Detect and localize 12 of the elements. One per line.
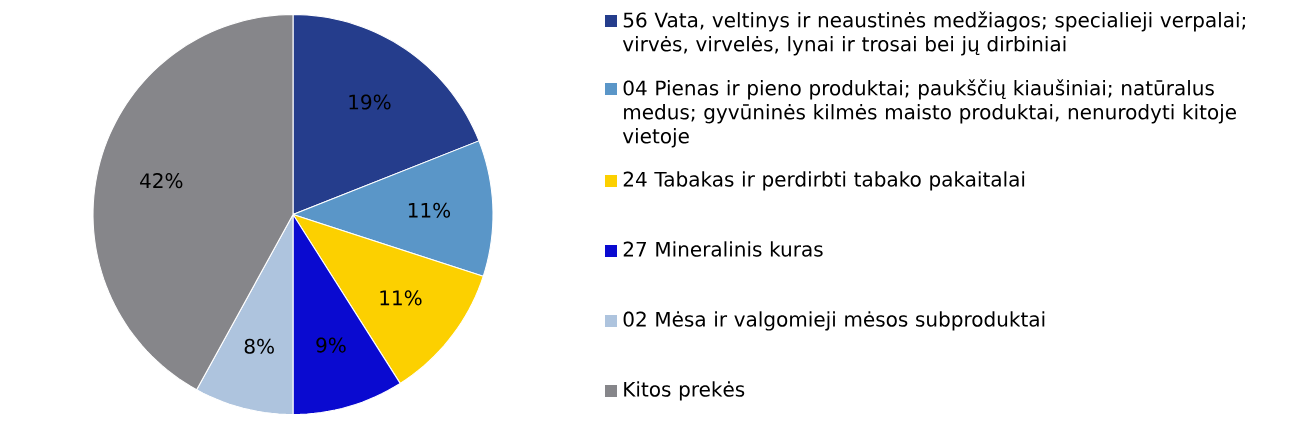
legend-label: 56 Vata, veltinys ir neaustinės medžiagos; specialieji verpalai; virvės, virvelės, lynai ir trosai bei jų dirbiniai [622,11,1245,56]
data-label: 11% [380,290,422,306]
legend-label: 04 Pienas ir pieno produktai; paukščių kiaušiniai; natūralus medus; gyvūninės kilmės maisto produktai, nenurodyti kitoje vietoje [622,79,1236,148]
data-label: 19% [349,94,391,110]
legend-label: 24 Tabakas ir perdirbti tabako pakaitalai [623,171,1025,191]
legend-label: 27 Mineralinis kuras [623,241,823,257]
data-label: 9% [316,337,346,353]
data-label: 11% [408,202,451,218]
data-label: 8% [244,338,274,354]
legend-label: 02 Mėsa ir valgomieji mėsos subproduktai [623,311,1045,331]
legend-label: Kitos prekės [624,381,745,401]
data-label: 42% [140,173,183,189]
